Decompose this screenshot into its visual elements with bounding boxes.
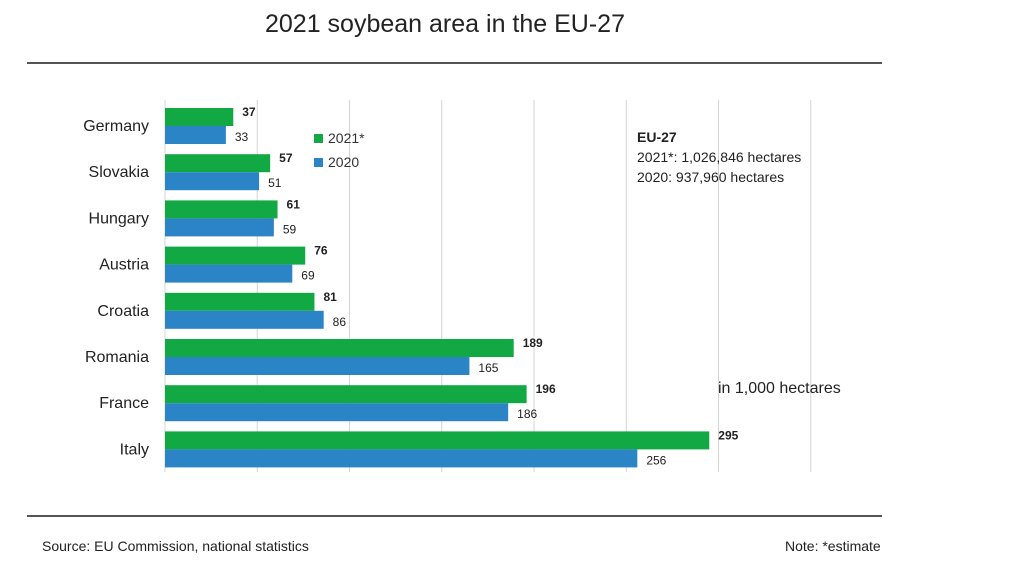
top-divider: [27, 62, 882, 64]
bar-2020: [165, 403, 509, 422]
category-label: Italy: [120, 441, 149, 458]
category-label: Croatia: [97, 303, 149, 320]
legend-item-2021: 2021*: [314, 126, 365, 150]
eu-total-info: EU-27 2021*: 1,026,846 hectares 2020: 93…: [637, 127, 801, 187]
bar-2021: [165, 431, 710, 450]
value-label-2020: 69: [301, 269, 315, 283]
bar-2021: [165, 385, 527, 404]
bar-2020: [165, 264, 293, 283]
value-label-2020: 51: [268, 176, 282, 190]
bar-2020: [165, 126, 226, 144]
legend-swatch-2020: [314, 157, 323, 167]
bar-2021: [165, 108, 234, 126]
bar-2020: [165, 310, 324, 329]
value-label-2020: 86: [333, 315, 347, 329]
bottom-divider: [27, 515, 882, 517]
legend-label-2020: 2020: [328, 154, 360, 170]
category-label: Germany: [83, 118, 149, 135]
legend: 2021* 2020: [314, 126, 365, 174]
category-label: France: [99, 395, 149, 412]
info-heading: EU-27: [637, 129, 677, 145]
bar-2021: [165, 246, 306, 265]
chart-title: 2021 soybean area in the EU-27: [265, 10, 625, 38]
bar-2021: [165, 154, 271, 173]
value-label-2021: 57: [279, 151, 293, 165]
category-label: Romania: [85, 349, 149, 366]
bar-2021: [165, 339, 514, 357]
bar-2020: [165, 172, 260, 191]
value-label-2020: 33: [235, 130, 249, 144]
bar-2021: [165, 292, 315, 311]
category-label: Slovakia: [89, 164, 150, 181]
value-label-2021: 295: [718, 428, 738, 442]
value-label-2021: 189: [523, 336, 543, 350]
value-label-2020: 165: [478, 361, 498, 375]
note-text: Note: *estimate: [785, 538, 881, 554]
bar-2020: [165, 218, 274, 237]
labels: Germany 37 33 Slovakia 57 51 Hungary 61 59 Austri…: [83, 105, 738, 467]
value-label-2021: 81: [323, 290, 337, 304]
value-label-2020: 186: [517, 407, 537, 421]
value-label-2020: 256: [646, 453, 666, 467]
value-label-2021: 37: [242, 105, 256, 119]
bar-2020: [165, 357, 470, 375]
bars: [165, 108, 710, 468]
value-label-2021: 61: [287, 197, 301, 211]
value-label-2021: 196: [536, 382, 556, 396]
bar-2020: [165, 449, 638, 468]
category-label: Austria: [99, 257, 149, 274]
unit-note: in 1,000 hectares: [718, 380, 841, 397]
value-label-2020: 59: [283, 222, 297, 236]
source-text: Source: EU Commission, national statisti…: [42, 538, 309, 554]
legend-swatch-2021: [314, 133, 323, 143]
info-line-2021: 2021*: 1,026,846 hectares: [637, 149, 802, 165]
category-label: Hungary: [89, 210, 149, 227]
bar-2021: [165, 200, 278, 219]
legend-label-2021: 2021*: [328, 130, 365, 146]
value-label-2021: 76: [314, 244, 328, 258]
info-line-2020: 2020: 937,960 hectares: [637, 169, 785, 185]
legend-item-2020: 2020: [314, 150, 365, 174]
